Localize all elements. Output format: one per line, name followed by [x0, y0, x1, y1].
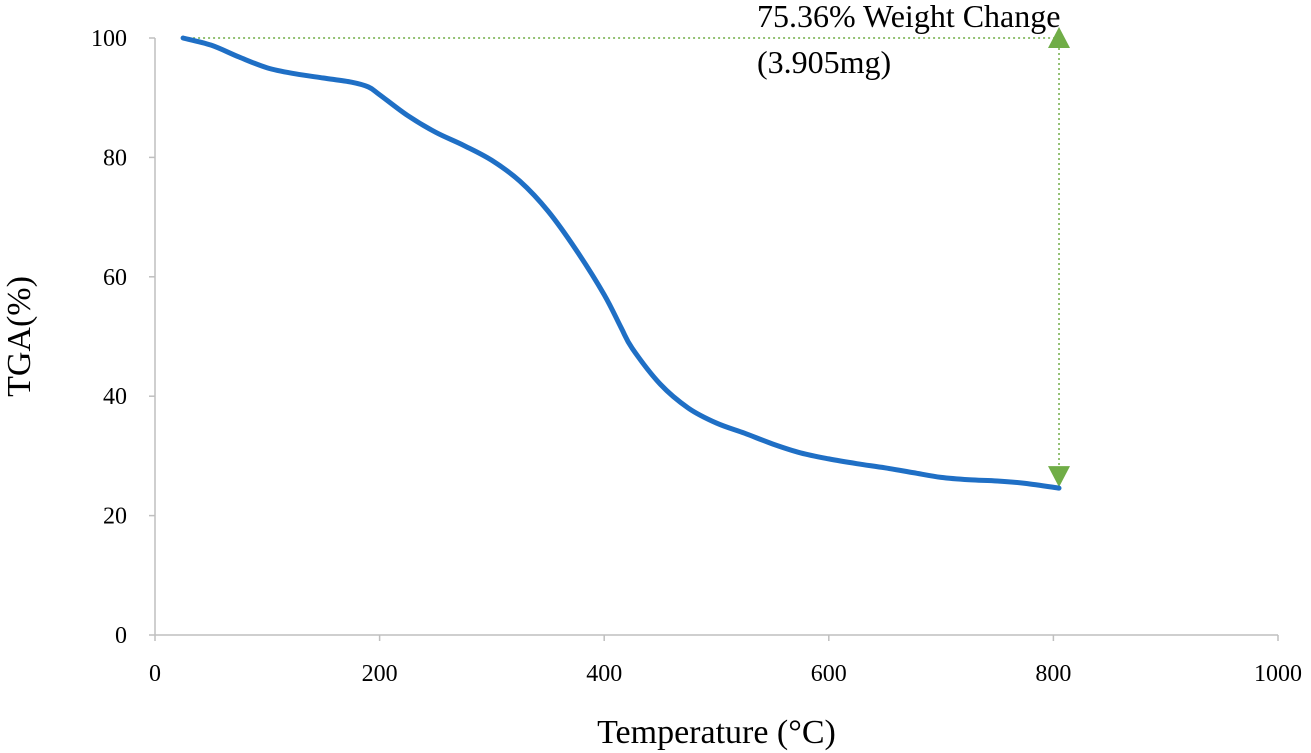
axes [154, 38, 1278, 636]
x-tick-label: 400 [586, 661, 622, 687]
x-tick-label: 200 [362, 661, 398, 687]
x-tick-labels: 0 200 400 600 800 1000 [149, 635, 1302, 687]
arrow-head-top-icon [1048, 27, 1071, 48]
x-tick-label: 600 [811, 661, 847, 687]
y-tick-labels: 0 20 40 60 80 100 [91, 26, 155, 649]
y-tick-label: 40 [103, 384, 127, 410]
tga-series-line [180, 35, 1062, 491]
x-axis-title: Temperature (°C) [597, 714, 836, 751]
y-tick-label: 20 [103, 504, 127, 530]
weight-change-annotation: 75.36% Weight Change (3.905mg) [183, 0, 1071, 488]
x-tick-label: 0 [149, 661, 161, 687]
y-tick-label: 60 [103, 265, 127, 291]
y-tick-label: 0 [115, 623, 127, 649]
y-tick-label: 80 [103, 145, 127, 171]
x-tick-label: 1000 [1254, 661, 1302, 687]
y-tick-label: 100 [91, 26, 127, 52]
x-tick-label: 800 [1035, 661, 1071, 687]
arrow-head-bottom-icon [1048, 466, 1071, 488]
annotation-line1: 75.36% Weight Change [757, 0, 1060, 34]
y-axis-title: TGA(%) [1, 276, 38, 397]
annotation-line2: (3.905mg) [757, 44, 891, 80]
